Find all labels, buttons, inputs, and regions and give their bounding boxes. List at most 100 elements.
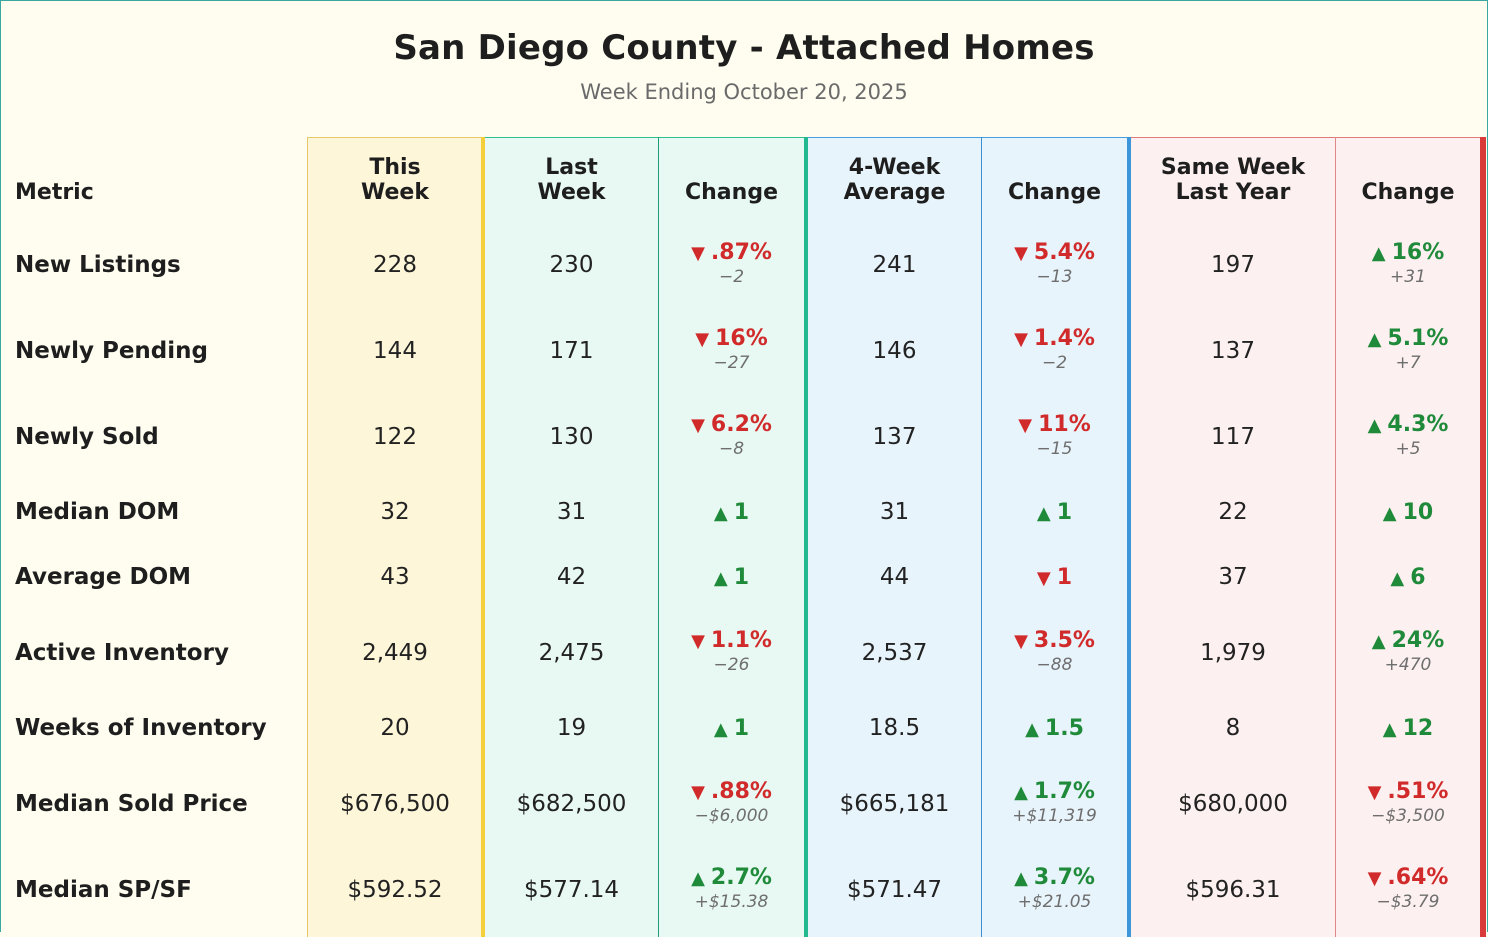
arrow-up-icon: ▲	[1382, 719, 1397, 740]
change-percent: ▲ 10	[1336, 501, 1480, 526]
metric-label: Active Inventory	[15, 640, 229, 666]
last-week-value: 2,475	[538, 640, 605, 666]
change-percent-text: 5.1%	[1387, 326, 1449, 351]
header-this-week-line1: This	[369, 155, 421, 180]
metric-label: Median SP/SF	[15, 877, 192, 903]
change-percent: ▲ 1	[659, 717, 804, 742]
change-absolute: +$21.05	[1017, 892, 1092, 912]
metric-label: Median Sold Price	[15, 791, 248, 817]
header-this-week-line2: Week	[361, 180, 429, 205]
header-last-week-line1: Last	[545, 155, 598, 180]
chg-ly-cell: ▲ 12	[1336, 717, 1480, 742]
metric-label: Median DOM	[15, 499, 180, 525]
four-week-separator	[981, 137, 982, 937]
arrow-up-icon: ▲	[1382, 503, 1397, 524]
chg-last-cell: ▼ 6.2% −8	[659, 413, 804, 460]
last-week-value: 130	[549, 424, 594, 450]
last-year-value: 1,979	[1200, 640, 1266, 666]
change-absolute: +31	[1390, 267, 1426, 287]
chg-4w-cell: ▼ 3.5% −88	[982, 629, 1127, 676]
chg-last-cell: ▼ 16% −27	[659, 327, 804, 374]
header-metric: Metric	[15, 180, 94, 205]
change-percent-text: 3.7%	[1033, 865, 1095, 890]
change-percent: ▼ .87%	[659, 241, 804, 266]
chg-last-cell: ▲ 1	[659, 717, 804, 742]
last-year-value: $596.31	[1185, 877, 1281, 903]
arrow-up-icon: ▲	[1367, 329, 1382, 350]
change-percent: ▼ 1.4%	[982, 327, 1127, 352]
metric-label: Average DOM	[15, 564, 192, 590]
four-week-value: 44	[879, 564, 910, 590]
header-four-week-line1: 4-Week	[848, 155, 941, 180]
change-percent-text: 1.1%	[710, 628, 772, 653]
change-percent: ▲ 12	[1336, 717, 1480, 742]
change-percent: ▼ 6.2%	[659, 413, 804, 438]
change-percent-text: 1.5	[1044, 716, 1084, 741]
change-percent-text: 4.3%	[1387, 412, 1449, 437]
change-percent: ▲ 1	[659, 566, 804, 591]
change-percent-text: 24%	[1391, 628, 1445, 653]
change-percent: ▲ 1	[982, 501, 1127, 526]
change-percent: ▲ 2.7%	[659, 866, 804, 891]
chg-4w-cell: ▼ 1	[982, 566, 1127, 591]
arrow-up-icon: ▲	[1367, 415, 1382, 436]
change-percent-text: .88%	[710, 779, 772, 804]
arrow-down-icon: ▼	[1014, 329, 1028, 350]
last-week-accent-bar	[804, 137, 808, 937]
chg-ly-cell: ▲ 4.3% +5	[1336, 413, 1480, 460]
chg-last-cell: ▼ 1.1% −26	[659, 629, 804, 676]
page-title: San Diego County - Attached Homes	[393, 28, 1095, 68]
arrow-down-icon: ▼	[1018, 415, 1033, 436]
change-percent-text: 1.4%	[1033, 326, 1095, 351]
last-year-value: 37	[1218, 564, 1248, 590]
last-week-value: 19	[556, 715, 587, 741]
last-year-column-group	[1131, 137, 1481, 937]
change-absolute: −$6,000	[694, 806, 769, 826]
change-percent-text: 5.4%	[1033, 240, 1095, 265]
change-percent: ▲ 16%	[1336, 241, 1480, 266]
last-week-separator	[658, 137, 659, 937]
header-same-week-line1: Same Week	[1160, 155, 1306, 180]
change-percent-text: 16%	[1391, 240, 1445, 265]
four-week-value: $665,181	[839, 791, 950, 817]
chg-4w-cell: ▲ 1	[982, 501, 1127, 526]
arrow-up-icon: ▲	[713, 503, 728, 524]
arrow-up-icon: ▲	[1371, 631, 1386, 652]
four-week-value: 18.5	[868, 715, 921, 741]
four-week-value: 146	[872, 338, 917, 364]
this-week-value: 32	[380, 499, 410, 525]
change-percent-text: .51%	[1387, 779, 1449, 804]
arrow-up-icon: ▲	[1036, 503, 1051, 524]
change-absolute: −2	[718, 267, 745, 287]
change-percent-text: 1	[733, 500, 750, 525]
chg-ly-cell: ▲ 24% +470	[1336, 629, 1480, 676]
chg-4w-cell: ▼ 11% −15	[982, 413, 1127, 460]
change-percent: ▼ 1.1%	[659, 629, 804, 654]
change-percent: ▼ .51%	[1336, 780, 1480, 805]
change-percent: ▼ 3.5%	[982, 629, 1127, 654]
change-absolute: −2	[1041, 353, 1068, 373]
change-percent-text: 6.2%	[710, 412, 772, 437]
last-year-value: 117	[1211, 424, 1255, 450]
chg-last-cell: ▲ 1	[659, 566, 804, 591]
change-percent-text: .87%	[710, 240, 772, 265]
arrow-down-icon: ▼	[691, 782, 705, 803]
change-percent: ▲ 24%	[1336, 629, 1480, 654]
header-four-week-line2: Average	[843, 180, 946, 205]
change-percent-text: 1	[733, 565, 750, 590]
arrow-up-icon: ▲	[1025, 719, 1039, 740]
change-percent-text: 11%	[1038, 412, 1091, 437]
change-percent-text: 1	[733, 716, 750, 741]
this-week-accent-bar	[481, 137, 485, 937]
chg-ly-cell: ▲ 16% +31	[1336, 241, 1480, 288]
last-year-value: 22	[1218, 499, 1248, 525]
change-percent-text: 1	[1056, 565, 1073, 590]
header-same-week-last-year: Same Week Last Year	[1131, 155, 1335, 205]
chg-last-cell: ▼ .87% −2	[659, 241, 804, 288]
change-percent: ▲ 4.3%	[1336, 413, 1480, 438]
change-absolute: +7	[1395, 353, 1421, 373]
this-week-value: 122	[373, 424, 417, 450]
chg-ly-cell: ▼ .64% −$3.79	[1336, 866, 1480, 913]
arrow-up-icon: ▲	[1014, 868, 1028, 889]
chg-4w-cell: ▲ 1.5	[982, 717, 1127, 742]
